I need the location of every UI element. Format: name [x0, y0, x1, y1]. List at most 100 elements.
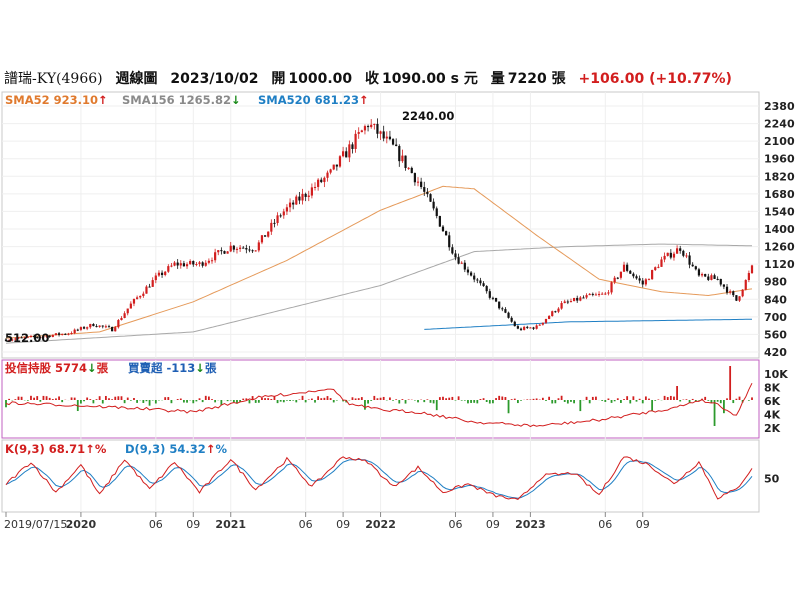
net-buy-arrow: ↓ [195, 361, 205, 375]
candle [317, 178, 320, 191]
candle [741, 289, 744, 298]
candle [707, 273, 710, 281]
net-buy-bar [148, 400, 151, 406]
candle-body [39, 337, 42, 339]
candle [679, 245, 682, 254]
candle-body [57, 333, 61, 335]
candle [413, 172, 416, 186]
net-buy-bar [604, 400, 607, 402]
candle-body [473, 275, 476, 280]
net-buy-bar [108, 398, 110, 400]
net-buy-bar [39, 400, 42, 402]
k-suffix: % [95, 442, 107, 456]
candle-body [195, 263, 198, 265]
candle [39, 336, 42, 339]
net-buy-bar [541, 397, 544, 400]
net-buy-bar [707, 400, 710, 401]
net-buy-bar [335, 400, 338, 401]
candle [235, 247, 239, 254]
net-buy-bar [457, 396, 460, 400]
candle [401, 149, 404, 163]
candle-body [345, 151, 348, 158]
candle [135, 295, 139, 300]
candle-body [588, 293, 591, 296]
candle-body [198, 262, 201, 264]
candle-body [669, 252, 672, 258]
candle-body [591, 293, 594, 295]
net-buy-bar [691, 398, 694, 400]
candle [14, 337, 17, 341]
candle [579, 296, 582, 302]
net-buy-bar [719, 400, 722, 404]
net-buy-bar [295, 400, 298, 403]
candle [519, 327, 523, 331]
candle [750, 264, 754, 274]
candle-body [579, 297, 582, 301]
candle [532, 326, 535, 330]
net-buy-bar [485, 400, 488, 402]
net-buy-bar [713, 400, 716, 426]
candle [638, 275, 641, 284]
candle-body [210, 260, 214, 262]
candle-body [395, 144, 398, 146]
net-buy-bar [442, 396, 444, 400]
candle-body [401, 155, 404, 162]
candle-body [23, 337, 26, 339]
candle [173, 261, 176, 267]
net-buy-bar [426, 399, 429, 400]
candle-body [463, 262, 466, 270]
candle [82, 325, 86, 330]
net-buy-bar [282, 400, 285, 403]
candle-body [675, 248, 679, 254]
net-buy-bar [395, 399, 398, 400]
k-line [5, 456, 753, 500]
candle [32, 334, 36, 339]
candle [182, 260, 186, 267]
candle-body [582, 297, 585, 299]
candle [114, 326, 117, 332]
candle [310, 183, 313, 199]
candle-body [619, 271, 623, 278]
candle [335, 164, 338, 171]
candle [217, 250, 220, 256]
candle-body [14, 338, 17, 340]
net-buy-bar [423, 400, 426, 403]
price-tick-label: 1120 [764, 258, 795, 271]
candle-body [632, 273, 635, 277]
candle-body [292, 202, 295, 205]
net-buy-bar [376, 398, 379, 400]
candle [73, 328, 76, 335]
candle [557, 307, 560, 314]
candle-body [398, 145, 401, 162]
candle [732, 290, 735, 297]
candle-body [245, 248, 248, 250]
legend-sma520-label: SMA520 681.23 [258, 93, 359, 107]
candle [541, 322, 544, 326]
candle [660, 256, 663, 267]
kd-tick-label: 50 [764, 473, 780, 486]
candle-body [491, 297, 495, 299]
candle-body [95, 326, 98, 328]
candle [185, 262, 189, 269]
candle-body [17, 337, 20, 339]
legend-sma520-arrow: ↑ [359, 93, 369, 107]
candle-body [248, 249, 251, 251]
candle-body [566, 301, 569, 303]
net-buy-bar [445, 398, 448, 400]
net-buy-bar [463, 400, 466, 401]
candle [70, 331, 73, 335]
candle-body [32, 336, 36, 338]
candle [463, 260, 466, 273]
candle [67, 332, 70, 336]
net-buy-bar [30, 395, 32, 400]
net-buy-bar [167, 397, 170, 400]
close-value: 1090.00 s 元 [382, 71, 478, 87]
net-buy-bar [270, 398, 273, 400]
net-buy-bar [289, 400, 291, 401]
net-buy-bar [364, 400, 366, 410]
net-buy-bar [186, 400, 188, 403]
candle-body [329, 169, 332, 173]
candle-body [239, 247, 242, 249]
legend-d: D(9,3) 54.32↑% [125, 442, 227, 456]
candle [345, 147, 348, 158]
